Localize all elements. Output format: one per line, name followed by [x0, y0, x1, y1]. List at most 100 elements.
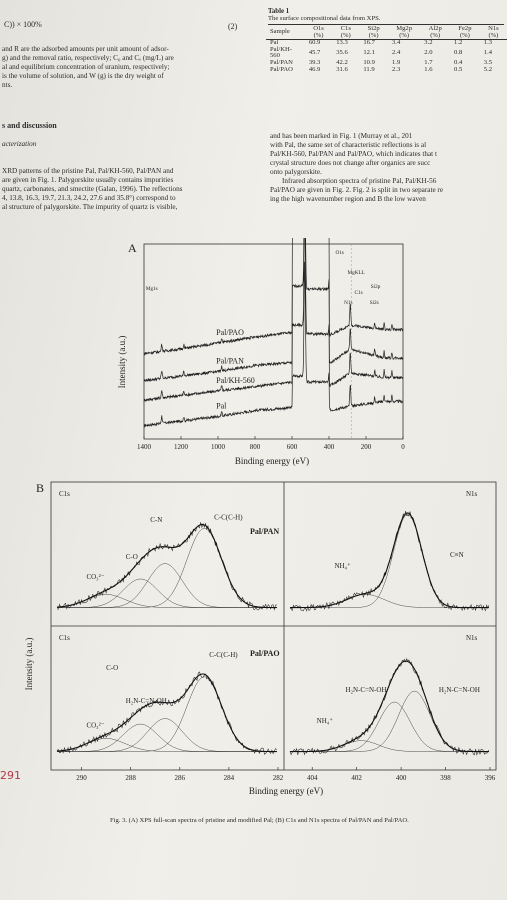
- component-label: C-O: [106, 664, 118, 672]
- subsection-heading: acterization: [2, 140, 37, 148]
- element-label: C1s: [59, 634, 70, 642]
- peak-annotation: O1s: [335, 250, 343, 256]
- table-cell: 3.4: [392, 39, 401, 47]
- table-row: Pal/PAN 39.3 42.2 10.9 1.9 1.7 0.4 3.5: [266, 58, 507, 67]
- table-cell: 0.4: [454, 58, 463, 66]
- table-label: Table 1: [268, 8, 290, 15]
- component-peak: [57, 578, 277, 608]
- text-line: are given in Fig. 1. Palygorskite usuall…: [2, 176, 174, 184]
- equation-fragment: C)) × 100%: [4, 20, 42, 29]
- series-line-pal-pan: [143, 238, 404, 383]
- x-tick-label: 402: [351, 774, 362, 782]
- table-header-cell: Fe2p (%): [450, 25, 480, 41]
- table-cell: 31.6: [336, 65, 348, 73]
- component-peak: [290, 701, 489, 752]
- text-line: XRD patterns of the pristine Pal, Pal/KH…: [2, 167, 174, 175]
- table-cell: 5.2: [483, 65, 493, 73]
- series-label: Pal/PAO: [216, 328, 244, 337]
- table-header-cell: N1s (%): [479, 25, 507, 41]
- table-header-cell: O1s (%): [304, 25, 333, 41]
- component-peak: [290, 740, 489, 752]
- text-line: Pal/PAO are given in Fig. 2. Fig. 2 is s…: [270, 186, 444, 194]
- table-header-cell: Mg2p (%): [388, 25, 421, 41]
- plot-frame: [143, 243, 404, 440]
- x-tick-label: 400: [396, 774, 407, 782]
- table-body: Pal 60.9 13.3 16.7 3.4 3.2 1.2 1.3 Pal/KH-560 45.…: [266, 39, 507, 74]
- measured-spectrum: [289, 657, 490, 756]
- table-cell: Pal: [270, 39, 279, 47]
- x-tick-label: 1000: [211, 443, 226, 451]
- xps-highres-chart: B C1s Pal/PAN CO₃²⁻ C-O C-N C-C(C-H) N1s NH₄⁺ C≡…: [0, 481, 497, 796]
- peak-annotation: C1s: [355, 290, 363, 296]
- y-axis-label-a: Intensity (a.u.): [117, 336, 127, 389]
- table-cell: 3.5: [483, 58, 493, 66]
- peak-annotation: MgKLL: [348, 270, 365, 276]
- text-line: 4, 13.8, 16.3, 19.7, 21.3, 24.2, 27.6 an…: [2, 194, 176, 202]
- figure-caption: Fig. 3. (A) XPS full-scan spectra of pri…: [110, 817, 409, 824]
- component-label: H₂N-C=N-OH: [346, 686, 387, 694]
- component-label: C-C(C-H): [214, 514, 243, 522]
- peak-annotation: Si2s: [370, 300, 379, 306]
- component-label: C-C(C-H): [209, 651, 238, 659]
- element-label: N1s: [466, 634, 478, 642]
- table-header-cell: Sample: [266, 26, 305, 41]
- x-tick-label: 396: [485, 774, 496, 782]
- component-label: C-O: [126, 553, 138, 561]
- table-cell: 1.6: [424, 65, 433, 73]
- peak-annotation: Mg1s: [146, 286, 158, 292]
- table-cell: 0.5: [454, 65, 463, 73]
- x-tick-label: 1400: [137, 443, 152, 451]
- x-tick-label: 200: [361, 443, 372, 451]
- text-line: crystal structure does not change after …: [270, 159, 431, 167]
- table-cell: 46.9: [308, 65, 321, 73]
- fitted-envelope: [56, 523, 277, 609]
- series-label: Pal/KH-560: [216, 376, 255, 385]
- component-label: H₂N-C=N-OH: [439, 686, 480, 694]
- x-tick-label: 600: [287, 443, 298, 451]
- component-peak: [57, 676, 277, 752]
- x-tick-label: 398: [440, 774, 451, 782]
- table-cell: 1.2: [454, 39, 463, 47]
- text-line: g) and the removal ratio, respectively; …: [2, 54, 174, 62]
- text-line: and has been marked in Fig. 1 (Murray et…: [270, 132, 413, 140]
- text-line: and R are the adsorbed amounts per unit …: [2, 45, 169, 53]
- text-line: ing the high wavenumber region and B the…: [270, 195, 426, 203]
- component-peak: [56, 738, 277, 752]
- text-line: Pal/KH-560, Pal/PAN and Pal/PAO, which i…: [270, 150, 437, 158]
- x-axis-label-a: Binding energy (eV): [235, 456, 309, 466]
- panel-label-b: B: [36, 481, 44, 495]
- measured-spectrum: [56, 522, 277, 611]
- table-cell: 2.3: [392, 65, 401, 73]
- table-cell: 1.9: [392, 58, 401, 66]
- table-row: Pal/PAO 46.9 31.6 11.9 2.3 1.6 0.5 5.2: [266, 65, 507, 74]
- x-tick-label: 282: [273, 774, 284, 782]
- table-cell: Pal/PAN: [270, 58, 293, 66]
- text-line: Infrared absorption spectra of pristine …: [282, 177, 437, 185]
- table-caption: The surface compositional data from XPS.: [268, 15, 381, 22]
- section-heading: s and discussion: [2, 121, 57, 130]
- table-cell: 10.9: [363, 58, 375, 66]
- table-cell: 2.0: [424, 49, 433, 57]
- table-cell: 13.3: [336, 39, 348, 47]
- text-line: with Pal, the same set of characteristic…: [270, 141, 427, 149]
- component-label: NH₄⁺: [334, 562, 351, 570]
- table-cell: Pal/KH-560: [270, 45, 292, 60]
- component-label: NH₄⁺: [317, 717, 334, 725]
- series-line-pal: [143, 261, 404, 428]
- component-label: C-N: [150, 516, 162, 524]
- sample-label: Pal/PAO: [250, 649, 280, 658]
- text-line: onto palygorskite.: [270, 168, 322, 176]
- table-cell: Pal/PAO: [270, 65, 293, 73]
- component-peak: [57, 528, 277, 608]
- table-row: Pal/KH-560 45.7 35.6 12.1 2.4 2.0 0.8 1.4: [266, 45, 507, 60]
- x-tick-label: 284: [224, 774, 235, 782]
- component-label: C≡N: [450, 551, 464, 559]
- table-row: Pal 60.9 13.3 16.7 3.4 3.2 1.2 1.3: [266, 39, 507, 47]
- table-header-cell: Al2p (%): [420, 25, 451, 41]
- text-line: is the volume of solution, and W (g) is …: [2, 72, 164, 80]
- table-cell: 39.3: [308, 58, 321, 66]
- xps-survey-chart: A 1400 1200 1000 800 600 400 200 0 Pal Pal/KH-56…: [117, 238, 405, 466]
- component-label: CO₃²⁻: [86, 573, 104, 581]
- element-label: C1s: [59, 490, 70, 498]
